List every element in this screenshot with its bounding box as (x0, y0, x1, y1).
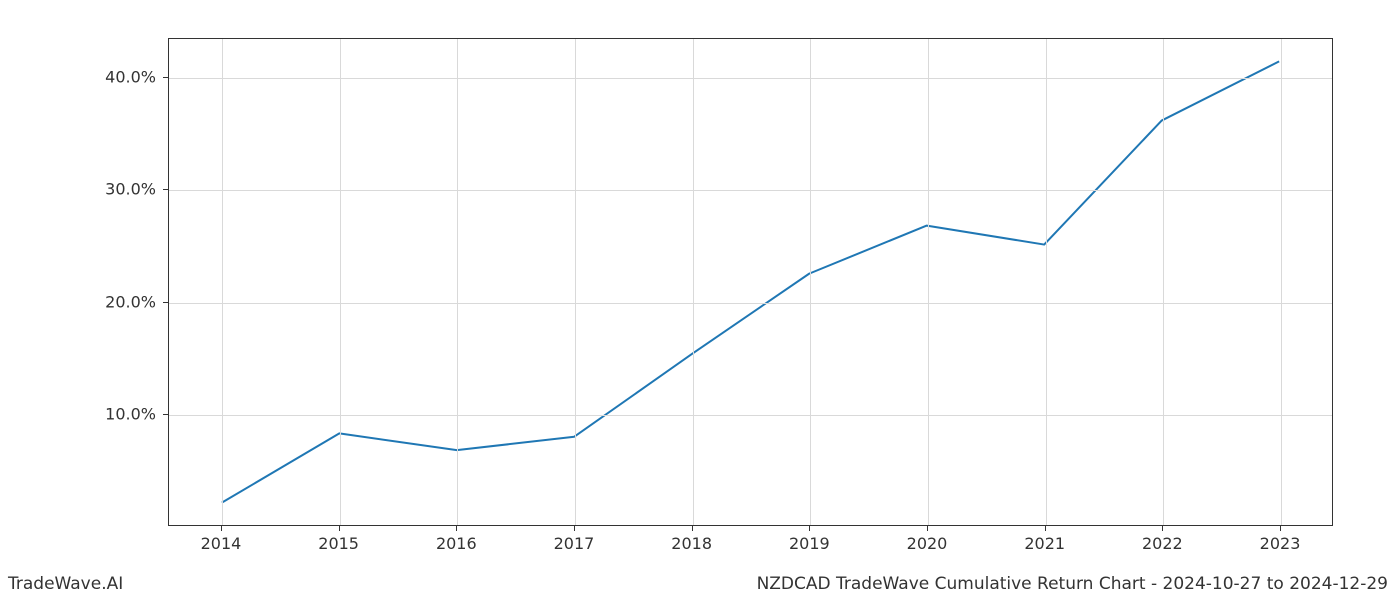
x-tick-mark (221, 526, 222, 531)
y-tick-mark (163, 414, 168, 415)
x-tick-label: 2015 (318, 534, 359, 553)
x-tick-label: 2022 (1142, 534, 1183, 553)
grid-line-h (169, 303, 1332, 304)
grid-line-v (340, 39, 341, 525)
x-tick-label: 2023 (1260, 534, 1301, 553)
grid-line-h (169, 415, 1332, 416)
x-tick-label: 2020 (907, 534, 948, 553)
x-tick-mark (1162, 526, 1163, 531)
grid-line-v (693, 39, 694, 525)
x-tick-label: 2019 (789, 534, 830, 553)
grid-line-v (575, 39, 576, 525)
y-tick-label: 20.0% (105, 292, 156, 311)
footer-brand: TradeWave.AI (8, 574, 123, 594)
x-tick-mark (927, 526, 928, 531)
x-tick-mark (1045, 526, 1046, 531)
grid-line-v (457, 39, 458, 525)
grid-line-v (1163, 39, 1164, 525)
grid-line-v (810, 39, 811, 525)
y-tick-mark (163, 189, 168, 190)
y-tick-label: 40.0% (105, 68, 156, 87)
line-series (169, 39, 1332, 525)
grid-line-h (169, 78, 1332, 79)
x-tick-label: 2017 (554, 534, 595, 553)
x-tick-label: 2018 (671, 534, 712, 553)
grid-line-v (1281, 39, 1282, 525)
return-line (222, 61, 1279, 502)
footer-caption: NZDCAD TradeWave Cumulative Return Chart… (757, 574, 1388, 594)
x-tick-mark (339, 526, 340, 531)
y-tick-label: 30.0% (105, 180, 156, 199)
x-tick-label: 2016 (436, 534, 477, 553)
y-tick-label: 10.0% (105, 404, 156, 423)
grid-line-v (928, 39, 929, 525)
x-tick-label: 2014 (201, 534, 242, 553)
grid-line-v (222, 39, 223, 525)
x-tick-mark (692, 526, 693, 531)
x-tick-mark (1280, 526, 1281, 531)
y-tick-mark (163, 77, 168, 78)
x-tick-mark (456, 526, 457, 531)
x-tick-label: 2021 (1024, 534, 1065, 553)
plot-area (168, 38, 1333, 526)
grid-line-h (169, 190, 1332, 191)
y-tick-mark (163, 302, 168, 303)
x-tick-mark (574, 526, 575, 531)
x-tick-mark (809, 526, 810, 531)
grid-line-v (1046, 39, 1047, 525)
